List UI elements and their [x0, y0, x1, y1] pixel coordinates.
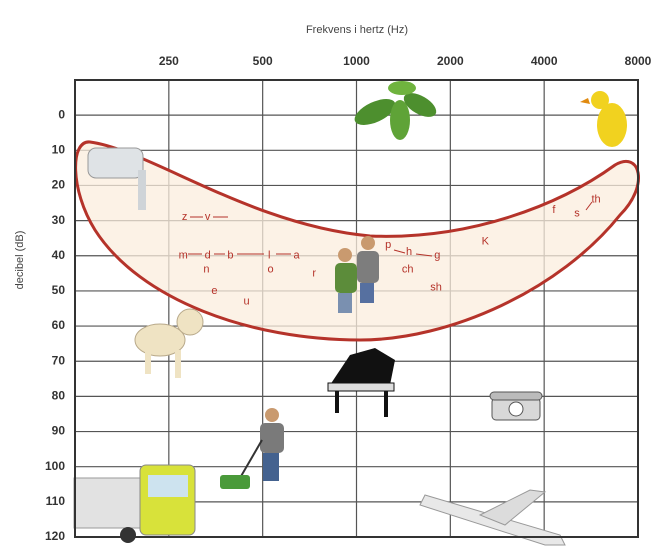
y-tick-label: 60 — [52, 318, 66, 332]
phoneme-label: e — [211, 285, 217, 297]
x-tick-label: 500 — [253, 54, 273, 68]
x-tick-label: 2000 — [437, 54, 464, 68]
phoneme-label: z — [182, 211, 188, 223]
y-tick-label: 110 — [46, 494, 66, 508]
phoneme-label: p — [385, 239, 391, 251]
phoneme-label: n — [203, 264, 209, 276]
y-tick-label: 30 — [52, 213, 66, 227]
phoneme-label: sh — [430, 281, 442, 293]
chart: Frekvens i hertz (Hz) decibel (dB) — [0, 0, 666, 552]
y-tick-label: 80 — [52, 389, 66, 403]
phoneme-label: l — [268, 250, 270, 262]
y-tick-label: 0 — [58, 107, 65, 121]
phoneme-label: o — [267, 264, 273, 276]
phoneme-label: h — [406, 246, 412, 258]
x-tick-label: 1000 — [343, 54, 370, 68]
x-tick-label: 4000 — [531, 54, 558, 68]
phoneme-label: d — [205, 250, 211, 262]
phoneme-label: g — [434, 250, 440, 262]
y-axis-title: decibel (dB) — [14, 231, 26, 290]
telephone-icon — [490, 392, 542, 420]
phoneme-label: th — [591, 193, 600, 205]
leaves-icon — [351, 81, 440, 140]
bird-icon — [580, 91, 627, 147]
x-tick-label: 250 — [159, 54, 179, 68]
y-tick-label: 100 — [45, 459, 65, 473]
phoneme-label: K — [482, 236, 490, 248]
phoneme-label: s — [574, 207, 580, 219]
y-tick-label: 90 — [52, 424, 66, 438]
phoneme-label: b — [227, 250, 233, 262]
y-tick-label: 40 — [52, 248, 66, 262]
truck-icon — [74, 465, 195, 543]
y-tick-label: 20 — [52, 178, 66, 192]
phoneme-label: v — [205, 211, 211, 223]
phoneme-label: r — [312, 267, 316, 279]
phoneme-label: u — [244, 295, 250, 307]
y-tick-label: 50 — [52, 283, 66, 297]
piano-icon — [328, 348, 395, 417]
y-tick-label: 120 — [45, 529, 65, 543]
phoneme-label: ch — [402, 264, 414, 276]
y-tick-label: 10 — [52, 142, 66, 156]
y-tick-label: 70 — [52, 353, 66, 367]
x-axis-title: Frekvens i hertz (Hz) — [306, 24, 408, 36]
phoneme-label: m — [179, 250, 188, 262]
lawnmower-icon — [220, 408, 284, 489]
phoneme-label: a — [293, 250, 300, 262]
x-tick-label: 8000 — [625, 54, 652, 68]
